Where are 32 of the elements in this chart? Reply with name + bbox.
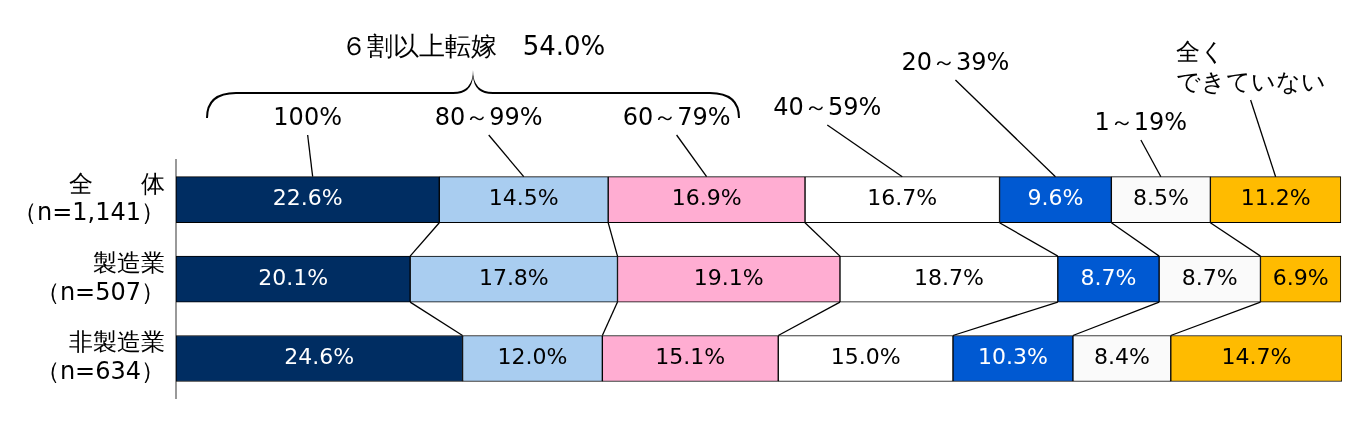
data-label: 24.6% — [284, 344, 355, 370]
y-tick-label: 非製造業（n=634） — [35, 328, 166, 386]
text: 20～39% — [901, 48, 1010, 76]
data-label: 18.7% — [913, 264, 984, 290]
data-label: 14.5% — [488, 185, 559, 211]
data-label: 15.0% — [830, 344, 901, 370]
data-label: 8.7% — [1181, 264, 1238, 290]
text: ６割以上転嫁 54.0% — [340, 31, 606, 61]
data-label: 8.7% — [1080, 264, 1137, 290]
series-label: 1～19% — [1094, 108, 1188, 136]
data-label: 19.1% — [693, 264, 764, 290]
data-label: 11.2% — [1240, 185, 1311, 211]
data-label: 16.9% — [671, 185, 742, 211]
data-label: 6.9% — [1272, 264, 1329, 290]
series-label: 100% — [273, 103, 342, 131]
data-label: 9.6% — [1027, 185, 1084, 211]
data-label: 17.8% — [478, 264, 549, 290]
y-tick-label: 製造業（n=507） — [35, 248, 166, 306]
data-label: 15.1% — [655, 344, 726, 370]
data-label: 8.4% — [1093, 344, 1150, 370]
data-label: 14.7% — [1221, 344, 1292, 370]
y-tick-label: 全 体（n=1,141） — [13, 169, 166, 227]
data-label: 12.0% — [497, 344, 568, 370]
data-label: 20.1% — [258, 264, 329, 290]
data-label: 8.5% — [1132, 185, 1189, 211]
text: 全くできていない — [1175, 38, 1326, 96]
data-label: 22.6% — [272, 185, 343, 211]
series-label: 80～99% — [434, 103, 543, 131]
text: 40～59% — [773, 93, 882, 121]
data-label: 10.3% — [978, 344, 1048, 370]
data-label: 16.7% — [867, 185, 938, 211]
series-label: 60～79% — [622, 103, 731, 131]
